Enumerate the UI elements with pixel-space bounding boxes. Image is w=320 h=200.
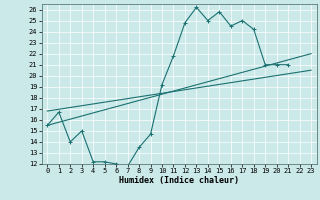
X-axis label: Humidex (Indice chaleur): Humidex (Indice chaleur) — [119, 176, 239, 185]
